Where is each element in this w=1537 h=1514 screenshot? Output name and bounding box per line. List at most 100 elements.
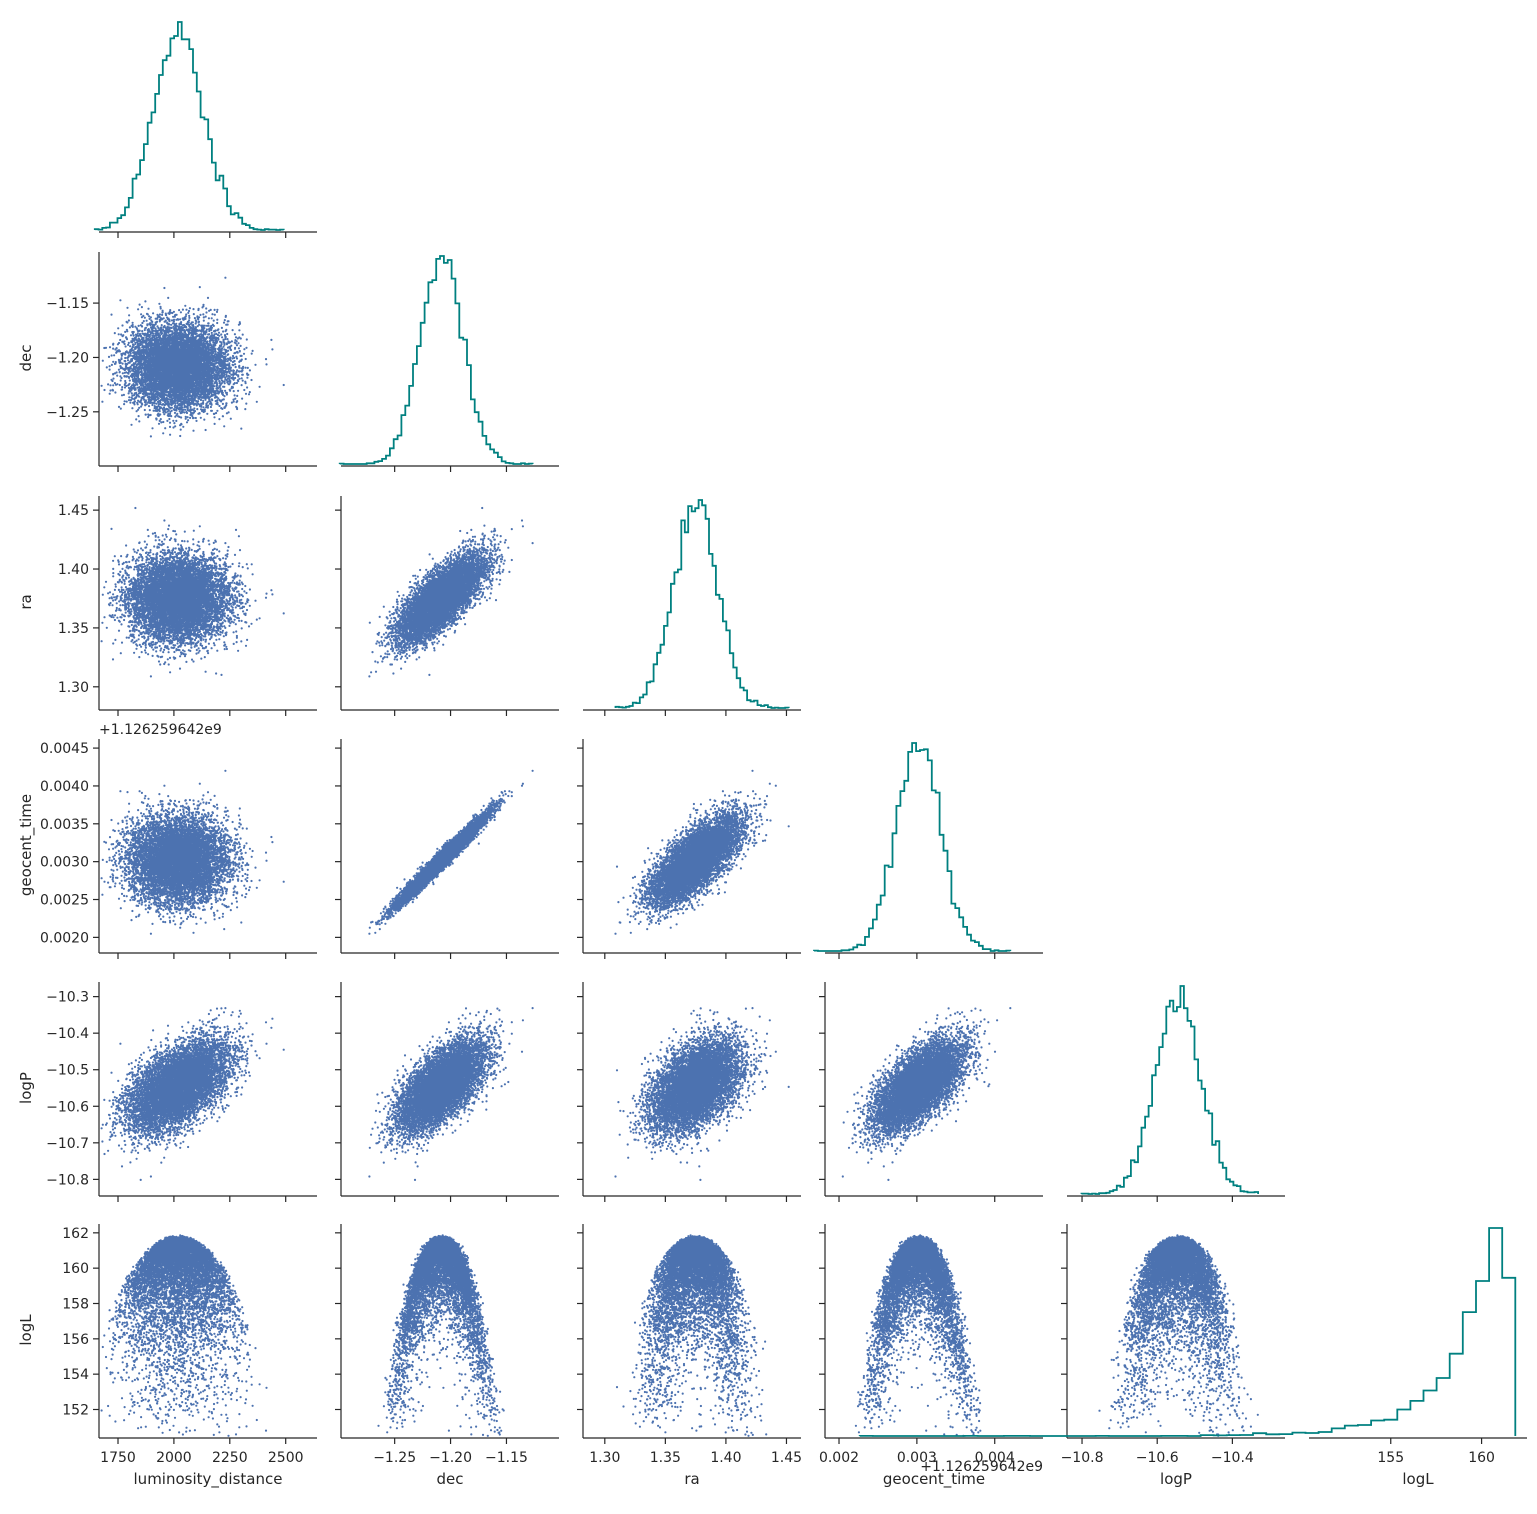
x-tick-label: 0.002 bbox=[819, 1450, 859, 1466]
y-axis-title: ra bbox=[17, 594, 35, 609]
histogram-luminosity_distance bbox=[93, 21, 285, 231]
x-axis-title: ra bbox=[684, 1470, 699, 1488]
x-tick-label: −1.15 bbox=[485, 1450, 528, 1466]
x-tick-label: −10.4 bbox=[1211, 1450, 1254, 1466]
y-tick-label: 0.0035 bbox=[40, 817, 89, 833]
y-tick-label: 1.35 bbox=[58, 621, 89, 637]
y-tick-label: 0.0030 bbox=[40, 855, 89, 871]
panel-ra-vs-dec bbox=[335, 496, 559, 716]
x-tick-label: −1.25 bbox=[373, 1450, 416, 1466]
panel-dec-vs-luminosity_distance: −1.25 −1.20 −1.15 bbox=[46, 252, 317, 472]
scatter-points-logP-vs-dec bbox=[368, 1007, 534, 1181]
scatter-points-logL-vs-ra bbox=[615, 1234, 768, 1437]
y-tick-label: 160 bbox=[62, 1261, 89, 1277]
histogram-dec bbox=[338, 255, 534, 465]
y-tick-label: −10.4 bbox=[46, 1026, 89, 1042]
scatter-points-logP-vs-geocent_time bbox=[841, 1007, 1012, 1181]
y-tick-label: 154 bbox=[62, 1367, 89, 1383]
scatter-points-geocent_time-vs-ra bbox=[614, 769, 790, 935]
histogram-logL bbox=[858, 1227, 1517, 1437]
x-axis-title: logP bbox=[1160, 1470, 1192, 1488]
y-tick-label: 0.0040 bbox=[40, 779, 89, 795]
histogram-ra bbox=[614, 499, 790, 709]
x-tick-label: 1.40 bbox=[710, 1450, 741, 1466]
y-tick-label: −10.6 bbox=[46, 1099, 89, 1115]
y-tick-label: 156 bbox=[62, 1332, 89, 1348]
x-axis-title: geocent_time bbox=[883, 1470, 985, 1489]
y-tick-label: −10.5 bbox=[46, 1063, 89, 1079]
y-tick-label: 0.0045 bbox=[40, 741, 89, 757]
x-tick-label: 0.003 bbox=[897, 1450, 937, 1466]
scatter-points-ra-vs-dec bbox=[368, 506, 534, 678]
y-tick-label: 1.45 bbox=[58, 503, 89, 519]
scatter-points-logL-vs-dec bbox=[377, 1234, 505, 1437]
panel-logP-vs-dec bbox=[335, 982, 559, 1202]
x-tick-label: 155 bbox=[1377, 1450, 1404, 1466]
y-tick-label: 0.0020 bbox=[40, 930, 89, 946]
y-tick-label: −10.3 bbox=[46, 990, 89, 1006]
panel-geocent_time-vs-ra bbox=[577, 739, 801, 959]
x-tick-label: 2250 bbox=[212, 1450, 248, 1466]
y-tick-label: −1.20 bbox=[46, 350, 89, 366]
scatter-points-geocent_time-vs-luminosity_distance bbox=[100, 769, 285, 935]
x-offset-label: +1.126259642e9 bbox=[920, 1459, 1043, 1475]
y-tick-label: 0.0025 bbox=[40, 893, 89, 909]
panel-logL-vs-geocent_time: 0.002 0.003 0.004 bbox=[819, 1224, 1043, 1466]
x-tick-label: 160 bbox=[1468, 1450, 1495, 1466]
x-axis-title: luminosity_distance bbox=[134, 1470, 283, 1489]
y-tick-label: −10.7 bbox=[46, 1136, 89, 1152]
scatter-points-logP-vs-ra bbox=[614, 1007, 790, 1181]
panel-luminosity_distance-vs-luminosity_distance bbox=[93, 21, 317, 238]
panel-logL-vs-dec: −1.25 −1.20 −1.15 bbox=[335, 1224, 559, 1466]
y-tick-label: 1.40 bbox=[58, 562, 89, 578]
y-tick-label: 152 bbox=[62, 1403, 89, 1419]
panel-logP-vs-luminosity_distance: −10.8 −10.7 −10.6 −10.5 −10.4 −10.3 bbox=[46, 982, 317, 1202]
x-tick-label: 1.45 bbox=[771, 1450, 802, 1466]
x-axis-title: dec bbox=[437, 1470, 464, 1488]
panel-geocent_time-vs-dec bbox=[335, 739, 559, 959]
scatter-points-logP-vs-luminosity_distance bbox=[100, 1007, 285, 1181]
panel-geocent_time-vs-geocent_time bbox=[813, 742, 1043, 959]
y-tick-label: 1.30 bbox=[58, 680, 89, 696]
x-tick-label: 2000 bbox=[156, 1450, 192, 1466]
panel-logL-vs-logL: 155 160 bbox=[858, 1227, 1527, 1466]
histogram-geocent_time bbox=[813, 742, 1012, 952]
panel-geocent_time-vs-luminosity_distance: 0.0020 0.0025 0.0030 0.0035 0.0040 0.0045 bbox=[40, 739, 317, 959]
y-axis-title: logL bbox=[17, 1314, 35, 1346]
x-tick-label: 1750 bbox=[100, 1450, 136, 1466]
y-tick-label: −1.25 bbox=[46, 405, 89, 421]
panel-logL-vs-ra: 1.30 1.35 1.40 1.45 bbox=[577, 1224, 802, 1466]
scatter-points-logL-vs-logP bbox=[1098, 1234, 1259, 1437]
panel-ra-vs-luminosity_distance: 1.30 1.35 1.40 1.45 bbox=[58, 496, 317, 716]
panel-logL-vs-luminosity_distance: 1750 2000 2250 2500 152 154 156 158 160 162 bbox=[62, 1224, 317, 1466]
y-tick-label: −10.8 bbox=[46, 1172, 89, 1188]
panel-logP-vs-geocent_time bbox=[819, 982, 1043, 1202]
x-tick-label: 2500 bbox=[268, 1450, 304, 1466]
panel-ra-vs-ra bbox=[583, 499, 801, 716]
x-axis-title: logL bbox=[1402, 1470, 1434, 1488]
y-axis-title: geocent_time bbox=[17, 794, 36, 896]
scatter-points-geocent_time-vs-dec bbox=[368, 769, 534, 935]
scatter-points-dec-vs-luminosity_distance bbox=[100, 276, 285, 438]
y-axis-title: dec bbox=[17, 345, 35, 372]
y-tick-label: 162 bbox=[62, 1226, 89, 1242]
y-offset-label: +1.126259642e9 bbox=[99, 722, 222, 738]
x-tick-label: 1.30 bbox=[589, 1450, 620, 1466]
histogram-logP bbox=[1080, 985, 1259, 1195]
panel-dec-vs-dec bbox=[338, 255, 559, 472]
x-tick-label: −10.8 bbox=[1061, 1450, 1104, 1466]
scatter-points-logL-vs-luminosity_distance bbox=[100, 1234, 268, 1437]
x-tick-label: 1.35 bbox=[650, 1450, 681, 1466]
x-tick-label: −1.20 bbox=[429, 1450, 472, 1466]
panel-logL-vs-logP: −10.8 −10.6 −10.4 bbox=[1061, 1224, 1285, 1466]
x-tick-label: 0.004 bbox=[975, 1450, 1015, 1466]
scatter-points-logL-vs-geocent_time bbox=[854, 1234, 982, 1437]
y-tick-label: −1.15 bbox=[46, 296, 89, 312]
y-axis-title: logP bbox=[17, 1072, 35, 1104]
panel-logP-vs-logP bbox=[1067, 985, 1285, 1202]
y-tick-label: 158 bbox=[62, 1297, 89, 1313]
x-tick-label: −10.6 bbox=[1136, 1450, 1179, 1466]
scatter-points-ra-vs-luminosity_distance bbox=[100, 506, 285, 678]
panel-logP-vs-ra bbox=[577, 982, 801, 1202]
